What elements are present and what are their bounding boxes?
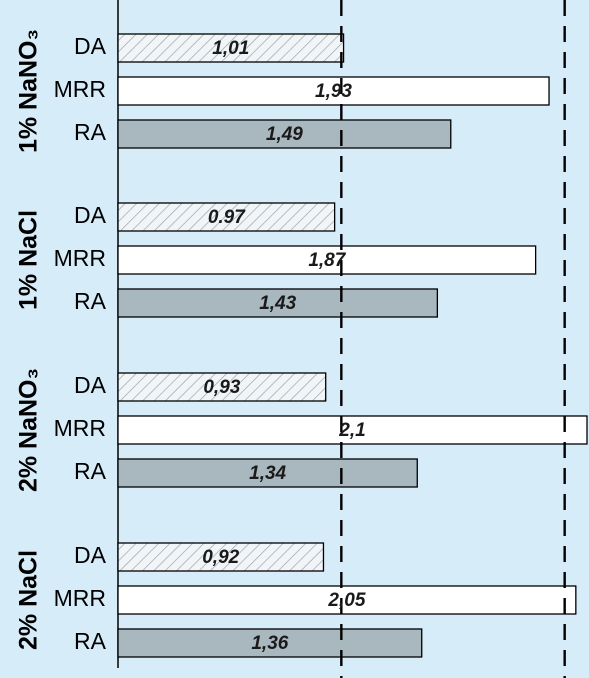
bar-value-label: 1,87 bbox=[308, 250, 346, 271]
bar-da bbox=[117, 33, 345, 63]
bar-da bbox=[117, 542, 325, 572]
reference-lines-layer bbox=[340, 0, 566, 678]
group-label: 2% NaCl bbox=[15, 550, 43, 650]
bars-layer bbox=[117, 0, 588, 668]
bar-value-label: 1,49 bbox=[266, 124, 303, 145]
bar-value-label: 1,93 bbox=[315, 81, 352, 102]
category-label: DA bbox=[74, 542, 107, 568]
group-label: 2% NaNO₃ bbox=[15, 368, 43, 492]
group-label: 1% NaNO₃ bbox=[15, 29, 43, 153]
bar-value-label: 1,43 bbox=[259, 293, 296, 314]
category-label: RA bbox=[74, 458, 107, 484]
bar-mrr bbox=[117, 245, 537, 275]
category-label: RA bbox=[74, 288, 107, 314]
bar-value-label: 0,92 bbox=[202, 547, 239, 568]
bar-da bbox=[117, 372, 327, 402]
bar-value-label: 2,05 bbox=[327, 590, 365, 611]
group-label: 1% NaCl bbox=[15, 210, 43, 310]
bar-value-label: 1,34 bbox=[249, 463, 286, 484]
category-label: MRR bbox=[54, 76, 106, 102]
bar-ra bbox=[117, 119, 452, 149]
bar-mrr bbox=[117, 76, 550, 106]
bar-ra bbox=[117, 288, 439, 318]
category-label: RA bbox=[74, 119, 107, 145]
bar-value-label: 0.97 bbox=[208, 207, 246, 228]
bar-mrr bbox=[117, 415, 588, 445]
category-label: DA bbox=[74, 372, 107, 398]
bar-mrr bbox=[117, 585, 577, 615]
bar-ra bbox=[117, 628, 423, 658]
bar-value-label: 2,1 bbox=[338, 420, 365, 441]
category-label: DA bbox=[74, 202, 107, 228]
bar-ra bbox=[117, 458, 418, 488]
category-label: MRR bbox=[54, 415, 106, 441]
bar-value-label: 1,36 bbox=[251, 633, 288, 654]
bar-value-label: 1,01 bbox=[212, 38, 249, 59]
category-label: DA bbox=[74, 33, 107, 59]
category-label: MRR bbox=[54, 245, 106, 271]
bar-value-label: 0,93 bbox=[203, 377, 240, 398]
category-label: RA bbox=[74, 628, 107, 654]
category-label: MRR bbox=[54, 585, 106, 611]
bar-da bbox=[117, 202, 336, 232]
labels-layer: 1% NaNO₃ DA 1,01 MRR 1,93 RA 1,49 1% NaCl DA 0.97… bbox=[15, 29, 366, 654]
